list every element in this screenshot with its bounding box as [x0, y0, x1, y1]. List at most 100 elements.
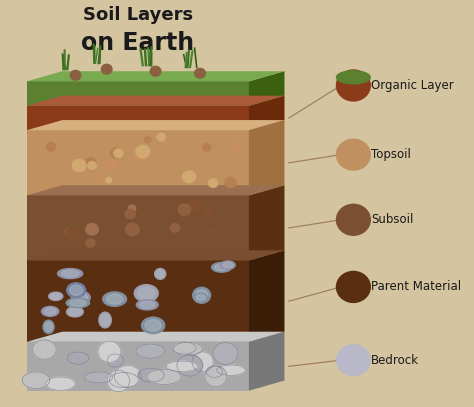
Polygon shape [27, 332, 284, 342]
Text: Bedrock: Bedrock [371, 354, 419, 367]
Ellipse shape [107, 370, 129, 392]
Ellipse shape [101, 315, 109, 326]
Ellipse shape [71, 291, 90, 304]
Ellipse shape [67, 352, 89, 364]
Circle shape [170, 223, 180, 232]
Ellipse shape [173, 342, 202, 356]
Circle shape [70, 70, 81, 80]
Ellipse shape [220, 261, 235, 269]
Polygon shape [249, 96, 284, 130]
Circle shape [128, 205, 136, 212]
Text: Topsoil: Topsoil [371, 148, 411, 161]
Ellipse shape [134, 284, 158, 302]
Circle shape [337, 139, 370, 170]
Circle shape [337, 204, 370, 235]
Ellipse shape [51, 293, 61, 299]
Circle shape [337, 345, 370, 376]
Ellipse shape [99, 312, 111, 328]
Circle shape [106, 177, 112, 183]
Ellipse shape [206, 366, 222, 378]
Ellipse shape [177, 354, 202, 376]
Circle shape [145, 136, 151, 142]
Circle shape [202, 206, 213, 217]
Circle shape [46, 142, 56, 151]
Ellipse shape [43, 320, 54, 333]
Circle shape [225, 177, 236, 188]
Circle shape [110, 148, 121, 158]
Ellipse shape [69, 308, 81, 315]
Ellipse shape [138, 368, 164, 382]
Circle shape [210, 227, 217, 234]
Polygon shape [27, 250, 284, 260]
Polygon shape [27, 185, 284, 195]
Circle shape [86, 223, 99, 235]
Ellipse shape [145, 319, 161, 331]
Polygon shape [249, 185, 284, 260]
Ellipse shape [193, 287, 210, 303]
Circle shape [337, 70, 370, 101]
Ellipse shape [49, 292, 63, 300]
Ellipse shape [166, 361, 198, 372]
Ellipse shape [103, 292, 127, 306]
Ellipse shape [337, 71, 370, 84]
Ellipse shape [155, 269, 166, 279]
Ellipse shape [172, 342, 196, 354]
Ellipse shape [22, 372, 50, 389]
Ellipse shape [138, 287, 155, 300]
Polygon shape [27, 342, 249, 391]
Circle shape [150, 66, 161, 76]
Circle shape [136, 145, 150, 158]
Polygon shape [249, 332, 284, 391]
Circle shape [73, 159, 86, 172]
Circle shape [195, 68, 205, 78]
Circle shape [209, 179, 218, 187]
Ellipse shape [109, 372, 138, 388]
Ellipse shape [106, 294, 123, 304]
Circle shape [337, 271, 370, 302]
Ellipse shape [211, 263, 232, 272]
Ellipse shape [114, 365, 141, 387]
Ellipse shape [45, 322, 53, 332]
Circle shape [86, 239, 95, 247]
Ellipse shape [142, 317, 164, 334]
Text: Parent Material: Parent Material [371, 280, 461, 293]
Ellipse shape [46, 377, 75, 390]
Circle shape [133, 151, 144, 161]
Ellipse shape [136, 344, 165, 358]
Ellipse shape [195, 290, 208, 301]
Ellipse shape [66, 298, 90, 308]
Polygon shape [27, 71, 284, 81]
Circle shape [203, 144, 211, 151]
Circle shape [65, 228, 79, 241]
Ellipse shape [57, 269, 83, 279]
Circle shape [178, 204, 191, 215]
Ellipse shape [192, 352, 213, 372]
Ellipse shape [107, 354, 123, 367]
Polygon shape [249, 71, 284, 106]
Polygon shape [249, 250, 284, 342]
Circle shape [88, 162, 96, 169]
Text: Organic Layer: Organic Layer [371, 79, 454, 92]
Ellipse shape [217, 365, 245, 375]
Circle shape [233, 142, 241, 150]
Polygon shape [27, 130, 249, 195]
Ellipse shape [215, 264, 228, 271]
Ellipse shape [194, 293, 208, 302]
Ellipse shape [44, 308, 56, 315]
Ellipse shape [205, 366, 227, 387]
Ellipse shape [140, 301, 155, 309]
Ellipse shape [41, 306, 59, 316]
Circle shape [114, 149, 123, 158]
Ellipse shape [70, 300, 86, 306]
Polygon shape [27, 195, 249, 260]
Polygon shape [27, 106, 249, 130]
Polygon shape [27, 260, 249, 342]
Circle shape [126, 223, 139, 236]
Ellipse shape [213, 342, 238, 364]
Ellipse shape [98, 341, 121, 363]
Polygon shape [27, 96, 284, 106]
Circle shape [64, 228, 74, 237]
Ellipse shape [67, 283, 85, 298]
Ellipse shape [147, 369, 181, 385]
Circle shape [95, 173, 101, 179]
